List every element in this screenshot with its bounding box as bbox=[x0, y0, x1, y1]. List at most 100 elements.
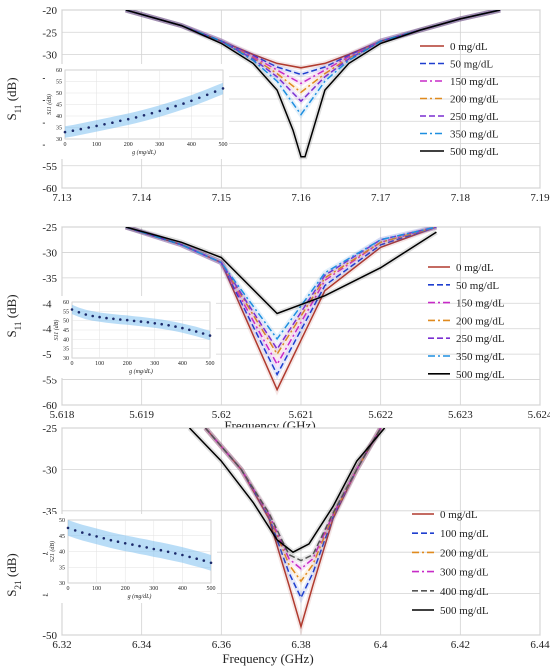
y-tick-label: -20 bbox=[42, 5, 57, 17]
legend-label: 300 mg/dL bbox=[440, 567, 489, 579]
inset-chart: 0 100 200 300 400 500 60 55 50 45 40 35 30 g (mg/dL) S… bbox=[45, 64, 229, 159]
legend-label: 200 mg/dL bbox=[440, 547, 489, 559]
legend: 0 mg/dL 50 mg/dL 150 mg/dL 200 mg/dL 250 mg/… bbox=[420, 41, 499, 158]
inset-y-tick: 40 bbox=[59, 550, 65, 556]
inset-y-tick: 50 bbox=[59, 518, 65, 524]
x-tick-label: 6.32 bbox=[52, 639, 71, 651]
inset-x-label: g (mg/dL) bbox=[132, 149, 156, 156]
inset-y-tick: 55 bbox=[63, 309, 69, 315]
x-tick-label: 6.34 bbox=[132, 639, 152, 651]
legend-label: 250 mg/dL bbox=[450, 111, 499, 123]
y-tick-label: -25 bbox=[42, 423, 57, 435]
inset-point bbox=[63, 130, 67, 134]
inset-x-label: g (mg/dL) bbox=[129, 368, 153, 375]
x-tick-label: 5.623 bbox=[448, 409, 473, 421]
inset-point bbox=[125, 318, 129, 322]
y-tick-label: -50 bbox=[42, 630, 57, 642]
inset-point bbox=[166, 107, 169, 110]
inset-x-tick: 300 bbox=[150, 361, 159, 367]
inset-x-tick: 200 bbox=[121, 586, 130, 592]
legend-label: 200 mg/dL bbox=[450, 94, 499, 106]
y-tick-label: -25 bbox=[42, 27, 57, 39]
inset-point bbox=[119, 318, 122, 321]
legend-label: 50 mg/dL bbox=[450, 59, 493, 71]
y-tick-label: -25 bbox=[42, 222, 57, 234]
legend-label: 0 mg/dL bbox=[456, 262, 494, 274]
series-line-300-mg-dL bbox=[204, 428, 382, 570]
inset-point bbox=[134, 116, 138, 119]
inset-point bbox=[139, 320, 143, 323]
inset-y-tick: 30 bbox=[56, 137, 62, 143]
chart-panel-2: 5.618 5.619 5.62 5.621 5.622 5.623 5.624 -25 -30… bbox=[4, 222, 550, 433]
inset-point bbox=[194, 330, 198, 333]
inset-y-tick: 35 bbox=[56, 126, 62, 132]
inset-x-tick: 200 bbox=[123, 361, 132, 367]
inset-y-tick: 30 bbox=[59, 581, 65, 587]
inset-point bbox=[167, 324, 170, 327]
inset-x-tick: 100 bbox=[95, 361, 104, 367]
inset-point bbox=[188, 328, 191, 332]
legend: 0 mg/dL 100 mg/dL 200 mg/dL 300 mg/dL 400 mg… bbox=[412, 509, 489, 617]
inset-point bbox=[109, 538, 113, 542]
chart-panel-3: 6.326.346.366.386.46.426.44-25-30-35-40-… bbox=[4, 423, 550, 666]
inset-chart: 0 100 200 300 400 500 50 45 40 35 30 g (mg/dL) S21 (… bbox=[48, 514, 217, 603]
x-tick-label: 7.17 bbox=[371, 192, 391, 204]
series-line-400-mg-dL bbox=[204, 428, 382, 562]
inset-y-tick: 45 bbox=[56, 103, 62, 109]
inset-point bbox=[181, 326, 184, 330]
inset-y-tick: 45 bbox=[59, 534, 65, 540]
inset-y-tick: 60 bbox=[63, 300, 69, 306]
inset-point bbox=[190, 99, 193, 103]
inset-x-tick: 400 bbox=[178, 361, 187, 367]
y-axis-label: S21 (dB) bbox=[4, 553, 23, 596]
inset-point bbox=[159, 548, 163, 552]
series-line-350-mg-dL bbox=[125, 10, 501, 116]
x-tick-label: 7.15 bbox=[212, 192, 232, 204]
inset-point bbox=[138, 544, 141, 548]
y-tick-label: -30 bbox=[42, 464, 57, 476]
inset-point bbox=[88, 533, 91, 536]
inset-point bbox=[195, 557, 198, 560]
x-axis-label: Frequency (GHz) bbox=[222, 651, 313, 666]
inset-point bbox=[112, 317, 115, 321]
inset-point bbox=[205, 93, 209, 97]
inset-point bbox=[111, 121, 114, 124]
inset-x-tick: 400 bbox=[187, 142, 196, 148]
inset-point bbox=[201, 332, 205, 335]
inset-x-tick: 0 bbox=[67, 586, 70, 592]
inset-point bbox=[153, 322, 157, 325]
inset-point bbox=[174, 104, 177, 108]
x-tick-label: 7.19 bbox=[530, 192, 550, 204]
x-tick-label: 5.618 bbox=[50, 409, 75, 421]
x-tick-label: 7.18 bbox=[451, 192, 471, 204]
inset-x-tick: 200 bbox=[124, 142, 133, 148]
y-tick-label: -60 bbox=[42, 400, 57, 412]
x-tick-label: 7.14 bbox=[132, 192, 152, 204]
series-line-350-mg-dL bbox=[125, 227, 437, 341]
inset-y-tick: 30 bbox=[63, 356, 69, 362]
inset-point bbox=[182, 102, 185, 105]
inset-x-tick: 100 bbox=[92, 142, 101, 148]
inset-x-tick: 0 bbox=[71, 361, 74, 367]
inset-point bbox=[84, 313, 88, 316]
inset-point bbox=[131, 543, 134, 546]
inset-y-tick: 55 bbox=[56, 80, 62, 86]
inset-point bbox=[166, 550, 170, 554]
legend-label: 0 mg/dL bbox=[440, 509, 478, 521]
inset-point bbox=[73, 529, 77, 532]
inset-point bbox=[66, 526, 70, 530]
inset-point bbox=[132, 319, 136, 323]
series-line-250-mg-dL bbox=[125, 227, 437, 351]
inset-y-label: S11 (dB) bbox=[46, 94, 53, 115]
x-tick-label: 5.62 bbox=[212, 409, 231, 421]
inset-chart: 0 100 200 300 400 500 60 55 50 45 40 35 30 g (mg/dL) S… bbox=[52, 296, 216, 378]
legend-label: 500 mg/dL bbox=[450, 146, 499, 158]
inset-point bbox=[213, 90, 217, 93]
inset-point bbox=[119, 119, 122, 123]
inset-x-tick: 500 bbox=[207, 586, 216, 592]
legend-label: 500 mg/dL bbox=[440, 605, 489, 617]
inset-point bbox=[174, 552, 177, 555]
inset-x-tick: 400 bbox=[178, 586, 187, 592]
inset-y-tick: 40 bbox=[56, 114, 62, 120]
